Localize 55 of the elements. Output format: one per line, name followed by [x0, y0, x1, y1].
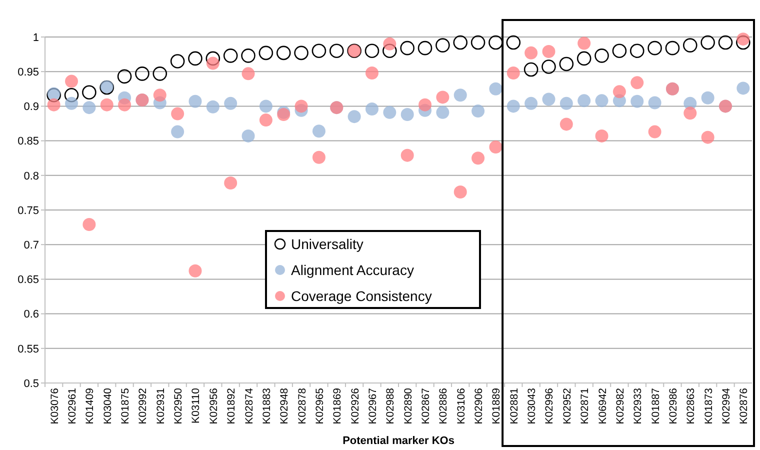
x-tick-label: K02988: [384, 388, 397, 424]
y-tick-label: 0.6: [24, 308, 39, 321]
x-tick-label: K02871: [579, 388, 592, 424]
x-tick-label: K02890: [402, 388, 414, 424]
x-tick-label: K02996: [544, 388, 556, 424]
x-tick-label: K01869: [332, 388, 344, 424]
y-tick-label: 0.75: [18, 204, 39, 217]
x-tick-label: K02863: [685, 388, 698, 424]
x-tick-label: K01883: [260, 388, 273, 424]
y-tick-label: 0.9: [24, 101, 39, 114]
x-tick-label: K06942: [596, 388, 609, 424]
y-tick-label: 0.55: [18, 343, 39, 356]
x-tick-label: K02986: [667, 388, 680, 424]
legend-label: Coverage Consistency: [291, 288, 432, 304]
x-tick-label: K03076: [48, 388, 61, 424]
x-tick-label: K02881: [508, 388, 520, 424]
x-tick-label: K02994: [720, 388, 732, 424]
x-tick-label: K03106: [455, 388, 468, 424]
x-tick-label: K02926: [349, 388, 362, 424]
x-tick-label: K02967: [366, 388, 379, 424]
x-tick-label: K02961: [66, 388, 79, 424]
legend-label: Alignment Accuracy: [291, 262, 414, 278]
y-tick-label: 0.85: [18, 136, 39, 148]
x-tick-label: K02933: [632, 388, 644, 424]
x-tick-label: K01889: [490, 388, 503, 424]
x-tick-label: K02886: [438, 388, 450, 424]
x-tick-label: K02906: [473, 388, 486, 424]
x-tick-label: K02982: [614, 388, 626, 424]
x-tick-label: K03043: [526, 388, 538, 424]
x-tick-label: K01887: [650, 388, 662, 424]
x-axis-title: Potential marker KOs: [342, 435, 454, 447]
x-tick-label: K01875: [120, 388, 132, 424]
y-tick-label: 0.5: [24, 378, 39, 390]
x-tick-label: K02965: [314, 388, 326, 424]
x-tick-label: K01892: [226, 388, 238, 424]
x-tick-label: K02876: [738, 388, 750, 424]
x-tick-label: K02950: [172, 388, 185, 424]
x-tick-label: K02992: [137, 388, 150, 424]
y-tick-label: 0.95: [18, 66, 39, 78]
x-tick-label: K01873: [702, 388, 715, 424]
x-tick-label: K03040: [102, 388, 114, 424]
y-tick-label: 0.8: [24, 170, 39, 182]
x-tick-label: K02867: [420, 388, 432, 424]
y-tick-label: 0.65: [18, 274, 39, 286]
x-tick-label: K03110: [190, 388, 202, 424]
x-tick-label: K02874: [243, 388, 256, 424]
x-tick-label: K02931: [154, 388, 167, 424]
y-tick-label: 0.7: [24, 239, 39, 252]
x-tick-label: K02878: [296, 388, 308, 424]
y-tick-label: 1: [32, 32, 39, 44]
x-tick-label: K02956: [208, 388, 220, 424]
x-tick-label: K02948: [278, 388, 291, 424]
x-tick-label: K02952: [561, 388, 574, 424]
legend-label: Universality: [291, 236, 364, 252]
x-tick-label: K01409: [84, 388, 96, 424]
